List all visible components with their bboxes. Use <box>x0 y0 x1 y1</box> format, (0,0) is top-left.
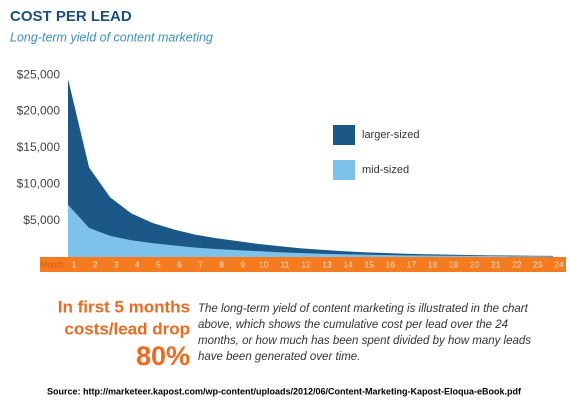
x-tick-label: 24 <box>554 259 564 269</box>
callout-figure: 80% <box>136 341 190 371</box>
x-tick-label: 12 <box>301 259 311 269</box>
legend-label: mid-sized <box>362 164 409 176</box>
y-tick-label: $15,000 <box>17 140 61 154</box>
callout-line: In first 5 months <box>58 297 190 316</box>
description-line: have been generated over time. <box>198 351 360 363</box>
x-axis-label: Month <box>40 259 64 269</box>
x-tick-label: 19 <box>449 259 459 269</box>
description-line: months, or how much has been spent divid… <box>198 335 531 347</box>
x-tick-label: 15 <box>364 259 374 269</box>
y-tick-label: $25,000 <box>17 67 61 81</box>
x-tick-label: 16 <box>386 259 396 269</box>
x-tick-label: 14 <box>343 259 353 269</box>
callout-line: costs/lead drop <box>64 319 190 338</box>
chart-subtitle: Long-term yield of content marketing <box>10 30 213 44</box>
x-tick-label: 17 <box>407 259 417 269</box>
x-tick-label: 5 <box>156 259 161 269</box>
legend-swatch <box>333 125 355 145</box>
y-tick-label: $5,000 <box>23 213 60 227</box>
source: Source: http://marketeer.kapost.com/wp-c… <box>47 386 522 396</box>
area <box>68 204 553 257</box>
x-tick-label: 11 <box>280 259 289 269</box>
description-line: above, which shows the cumulative cost p… <box>198 319 508 331</box>
y-tick-label: $20,000 <box>17 104 61 118</box>
x-tick-label: 8 <box>219 259 224 269</box>
x-tick-label: 20 <box>470 259 480 269</box>
x-tick-label: 3 <box>114 259 119 269</box>
x-tick-label: 18 <box>428 259 438 269</box>
x-tick-label: 1 <box>72 259 77 269</box>
x-tick-label: 9 <box>240 259 245 269</box>
x-tick-label: 2 <box>93 259 98 269</box>
legend-swatch <box>333 160 355 180</box>
x-tick-label: 21 <box>491 259 501 269</box>
x-tick-label: 7 <box>198 259 203 269</box>
area <box>68 78 553 258</box>
x-tick-label: 10 <box>259 259 269 269</box>
x-tick-label: 22 <box>512 259 522 269</box>
x-tick-label: 23 <box>533 259 543 269</box>
x-axis-band <box>40 257 566 272</box>
x-tick-label: 4 <box>135 259 140 269</box>
legend-label: larger-sized <box>362 129 419 141</box>
y-tick-label: $10,000 <box>17 176 61 190</box>
x-tick-label: 13 <box>322 259 332 269</box>
description-line: The long-term yield of content marketing… <box>198 303 529 315</box>
chart-title: COST PER LEAD <box>10 8 132 25</box>
x-tick-label: 6 <box>177 259 182 269</box>
